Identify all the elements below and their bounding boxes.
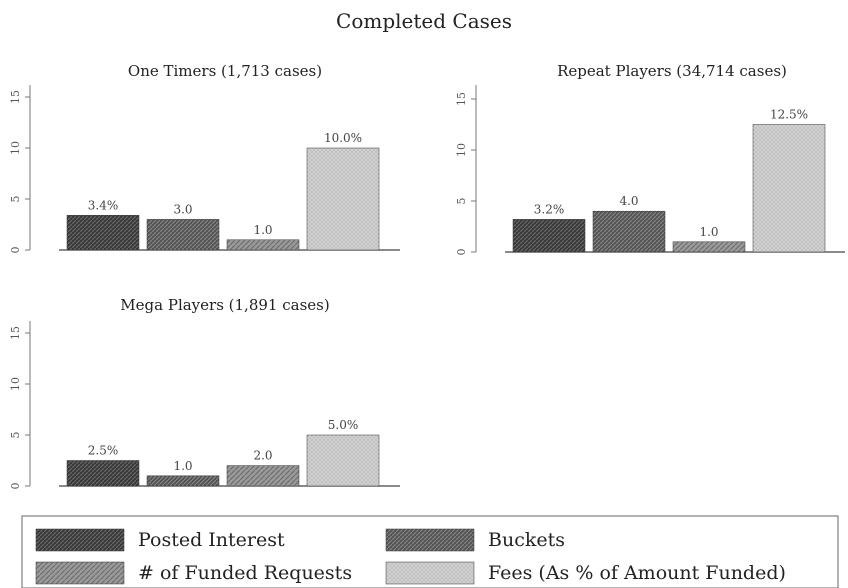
bar-1 bbox=[512, 219, 586, 253]
y-tick-label: 5 bbox=[9, 432, 22, 439]
y-tick-label: 5 bbox=[9, 196, 22, 203]
y-tick-label: 10 bbox=[455, 143, 468, 157]
panel-title: Mega Players (1,891 cases) bbox=[120, 296, 329, 314]
bar-value-label: 2.5% bbox=[88, 444, 119, 458]
legend-label-3: # of Funded Requests bbox=[138, 562, 352, 584]
bar-value-label: 1.0 bbox=[253, 223, 272, 237]
bar-4 bbox=[752, 124, 826, 253]
y-tick-label: 5 bbox=[455, 198, 468, 205]
bar-3 bbox=[672, 241, 746, 253]
y-tick-label: 15 bbox=[9, 326, 22, 340]
panel-3: Mega Players (1,891 cases) 0 5 10 15 2.5% 1.0 2… bbox=[9, 296, 400, 490]
bar-4 bbox=[306, 147, 380, 251]
bar-4 bbox=[306, 434, 380, 487]
y-tick-label: 10 bbox=[9, 141, 22, 155]
y-tick-label: 10 bbox=[9, 377, 22, 391]
bar-value-label: 10.0% bbox=[324, 131, 362, 145]
panel-title: One Timers (1,713 cases) bbox=[128, 62, 322, 80]
bar-value-label: 2.0 bbox=[253, 449, 272, 463]
bar-1 bbox=[66, 460, 140, 487]
bar-2 bbox=[146, 219, 220, 251]
legend-label-1: Posted Interest bbox=[138, 529, 285, 551]
y-tick-label: 0 bbox=[455, 249, 468, 256]
legend-swatch-2 bbox=[385, 528, 475, 552]
y-tick-label: 0 bbox=[9, 247, 22, 254]
bar-value-label: 3.2% bbox=[534, 202, 565, 216]
bar-value-label: 3.0 bbox=[173, 202, 192, 216]
bar-value-label: 1.0 bbox=[699, 225, 718, 239]
legend-swatch-4 bbox=[385, 561, 475, 585]
legend-label-2: Buckets bbox=[488, 529, 565, 551]
y-tick-label: 15 bbox=[9, 90, 22, 104]
bar-value-label: 5.0% bbox=[328, 418, 359, 432]
bar-2 bbox=[146, 475, 220, 487]
bar-1 bbox=[66, 215, 140, 251]
y-tick-label: 0 bbox=[9, 483, 22, 490]
legend-label-4: Fees (As % of Amount Funded) bbox=[488, 562, 786, 584]
bar-2 bbox=[592, 210, 666, 253]
panel-1: One Timers (1,713 cases) 0 5 10 15 3.4% 3.0 1.0… bbox=[9, 62, 400, 254]
bar-value-label: 4.0 bbox=[619, 194, 638, 208]
panel-2: Repeat Players (34,714 cases) 0 5 10 15 3.2% 4… bbox=[455, 62, 845, 256]
bar-3 bbox=[226, 239, 300, 251]
bar-value-label: 1.0 bbox=[173, 459, 192, 473]
chart-title: Completed Cases bbox=[336, 9, 512, 33]
legend-swatch-3 bbox=[35, 561, 125, 585]
bar-3 bbox=[226, 465, 300, 487]
y-tick-label: 15 bbox=[455, 92, 468, 106]
panel-title: Repeat Players (34,714 cases) bbox=[557, 62, 787, 80]
legend: Posted Interest Buckets # of Funded Reques… bbox=[21, 515, 839, 588]
legend-swatch-1 bbox=[35, 528, 125, 552]
bar-value-label: 3.4% bbox=[88, 198, 119, 212]
bar-value-label: 12.5% bbox=[770, 108, 808, 122]
chart-panels: One Timers (1,713 cases) 0 5 10 15 3.4% 3.0 1.0… bbox=[9, 62, 845, 490]
